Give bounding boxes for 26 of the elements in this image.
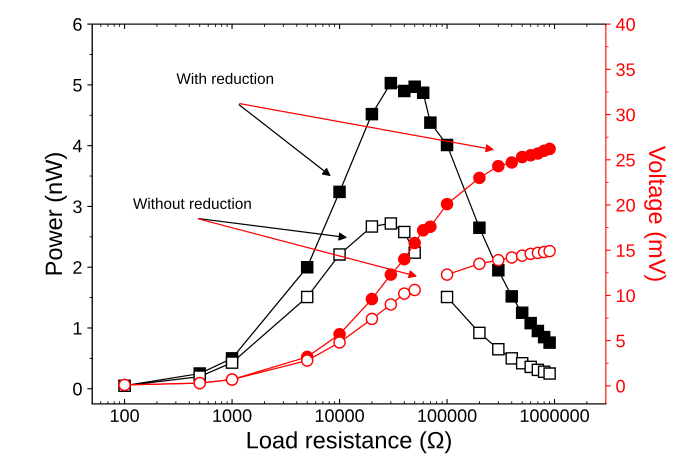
y-tick-label: 2 [73, 261, 82, 274]
y2-tick-label: 40 [616, 18, 635, 31]
y2-tick-label: 20 [616, 198, 635, 212]
x-tick-label: 100000 [418, 409, 476, 422]
annotation: With reduction [176, 72, 274, 84]
x-tick-label: 100 [110, 409, 139, 422]
x-axis-title: Load resistance (Ω) [248, 431, 451, 454]
y-tick-label: 0 [73, 382, 82, 396]
y2-tick-label: 0 [616, 380, 625, 393]
y-axis-title: Power (nW) [44, 153, 67, 274]
y2-tick-label: 30 [616, 108, 635, 122]
y-tick-label: 5 [73, 79, 82, 92]
y-tick-label: 6 [73, 18, 82, 31]
x-tick-label: 1000 [213, 409, 252, 422]
y2-tick-label: 25 [616, 154, 635, 166]
y-tick-label: 3 [73, 200, 82, 214]
x-tick-label: 1000000 [520, 409, 589, 422]
y2-tick-label: 10 [616, 289, 635, 302]
x-tick-label: 10000 [316, 409, 364, 422]
y2-tick-label: 35 [616, 63, 635, 76]
y2-tick-label: 15 [616, 244, 635, 257]
y2-axis-title: Voltage (mV) [644, 146, 666, 281]
y-tick-label: 1 [74, 322, 82, 335]
annotation: Without reduction [132, 198, 251, 210]
y-tick-label: 4 [72, 140, 82, 152]
y2-tick-label: 5 [616, 334, 625, 348]
